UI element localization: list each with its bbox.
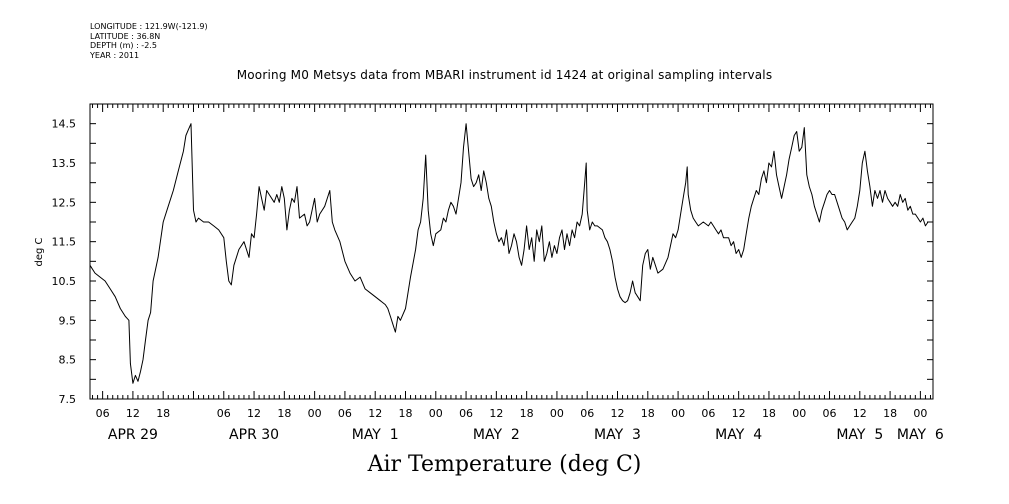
y-axis-label: deg C — [34, 237, 45, 266]
x-tick-label: 06 — [580, 407, 594, 420]
x-day-label: MAY 5 — [836, 427, 883, 443]
y-tick-label: 12.5 — [52, 196, 77, 209]
x-day-label: MAY 3 — [594, 427, 641, 443]
x-tick-label: 18 — [520, 407, 534, 420]
x-tick-label: 00 — [308, 407, 322, 420]
x-axis: 06 12 18 06 12 18 00 06 12 18 00 06 12 18 00 06 12 18 00 06… — [92, 104, 944, 443]
air-temperature-line — [89, 123, 931, 384]
y-tick-label: 10.5 — [52, 275, 77, 288]
x-tick-label: 06 — [701, 407, 715, 420]
y-tick-label: 13.5 — [52, 157, 77, 170]
y-tick-label: 11.5 — [52, 236, 77, 249]
x-tick-label: 12 — [126, 407, 140, 420]
x-tick-label: 12 — [853, 407, 867, 420]
plot-frame — [89, 103, 934, 400]
chart-title: Mooring M0 Metsys data from MBARI instru… — [236, 68, 773, 82]
x-tick-label: 18 — [641, 407, 655, 420]
x-tick-label: 06 — [459, 407, 473, 420]
x-day-label: MAY 1 — [352, 427, 399, 443]
x-tick-label: 06 — [823, 407, 837, 420]
y-tick-label: 8.5 — [59, 354, 77, 367]
x-tick-label: 12 — [732, 407, 746, 420]
x-day-label: APR 30 — [229, 427, 279, 443]
longitude-label: LONGITUDE : 121.9W(-121.9) — [90, 22, 208, 31]
x-tick-label: 12 — [611, 407, 625, 420]
year-label: YEAR : 2011 — [90, 50, 140, 60]
x-day-label: MAY 2 — [473, 427, 520, 443]
x-day-label: APR 29 — [108, 427, 158, 443]
x-tick-label: 00 — [913, 407, 927, 420]
x-tick-label: 18 — [762, 407, 776, 420]
latitude-label: LATITUDE : 36.8N — [90, 31, 161, 41]
x-tick-label: 06 — [96, 407, 110, 420]
x-day-label: MAY 4 — [715, 427, 762, 443]
x-tick-label: 18 — [883, 407, 897, 420]
x-axis-title: Air Temperature (deg C) — [367, 452, 642, 477]
y-tick-label: 14.5 — [52, 118, 77, 131]
x-tick-label: 18 — [156, 407, 170, 420]
x-tick-label: 06 — [217, 407, 231, 420]
y-tick-label: 9.5 — [59, 314, 77, 327]
x-day-label: MAY 6 — [897, 427, 944, 443]
x-tick-label: 12 — [368, 407, 382, 420]
x-tick-label: 00 — [792, 407, 806, 420]
location-metadata: LONGITUDE : 121.9W(-121.9) LATITUDE : 36… — [90, 22, 208, 60]
x-tick-label: 12 — [489, 407, 503, 420]
x-tick-label: 00 — [550, 407, 564, 420]
y-tick-label: 7.5 — [59, 393, 77, 406]
x-tick-label: 00 — [671, 407, 685, 420]
x-tick-label: 06 — [338, 407, 352, 420]
x-tick-label: 12 — [247, 407, 261, 420]
y-axis: 14.5 13.5 12.5 11.5 10.5 9.5 8.5 7.5 — [52, 103, 933, 406]
x-tick-label: 00 — [429, 407, 443, 420]
x-tick-label: 18 — [277, 407, 291, 420]
series-layer — [89, 123, 931, 384]
depth-label: DEPTH (m) : -2.5 — [90, 41, 157, 50]
x-tick-label: 18 — [398, 407, 412, 420]
